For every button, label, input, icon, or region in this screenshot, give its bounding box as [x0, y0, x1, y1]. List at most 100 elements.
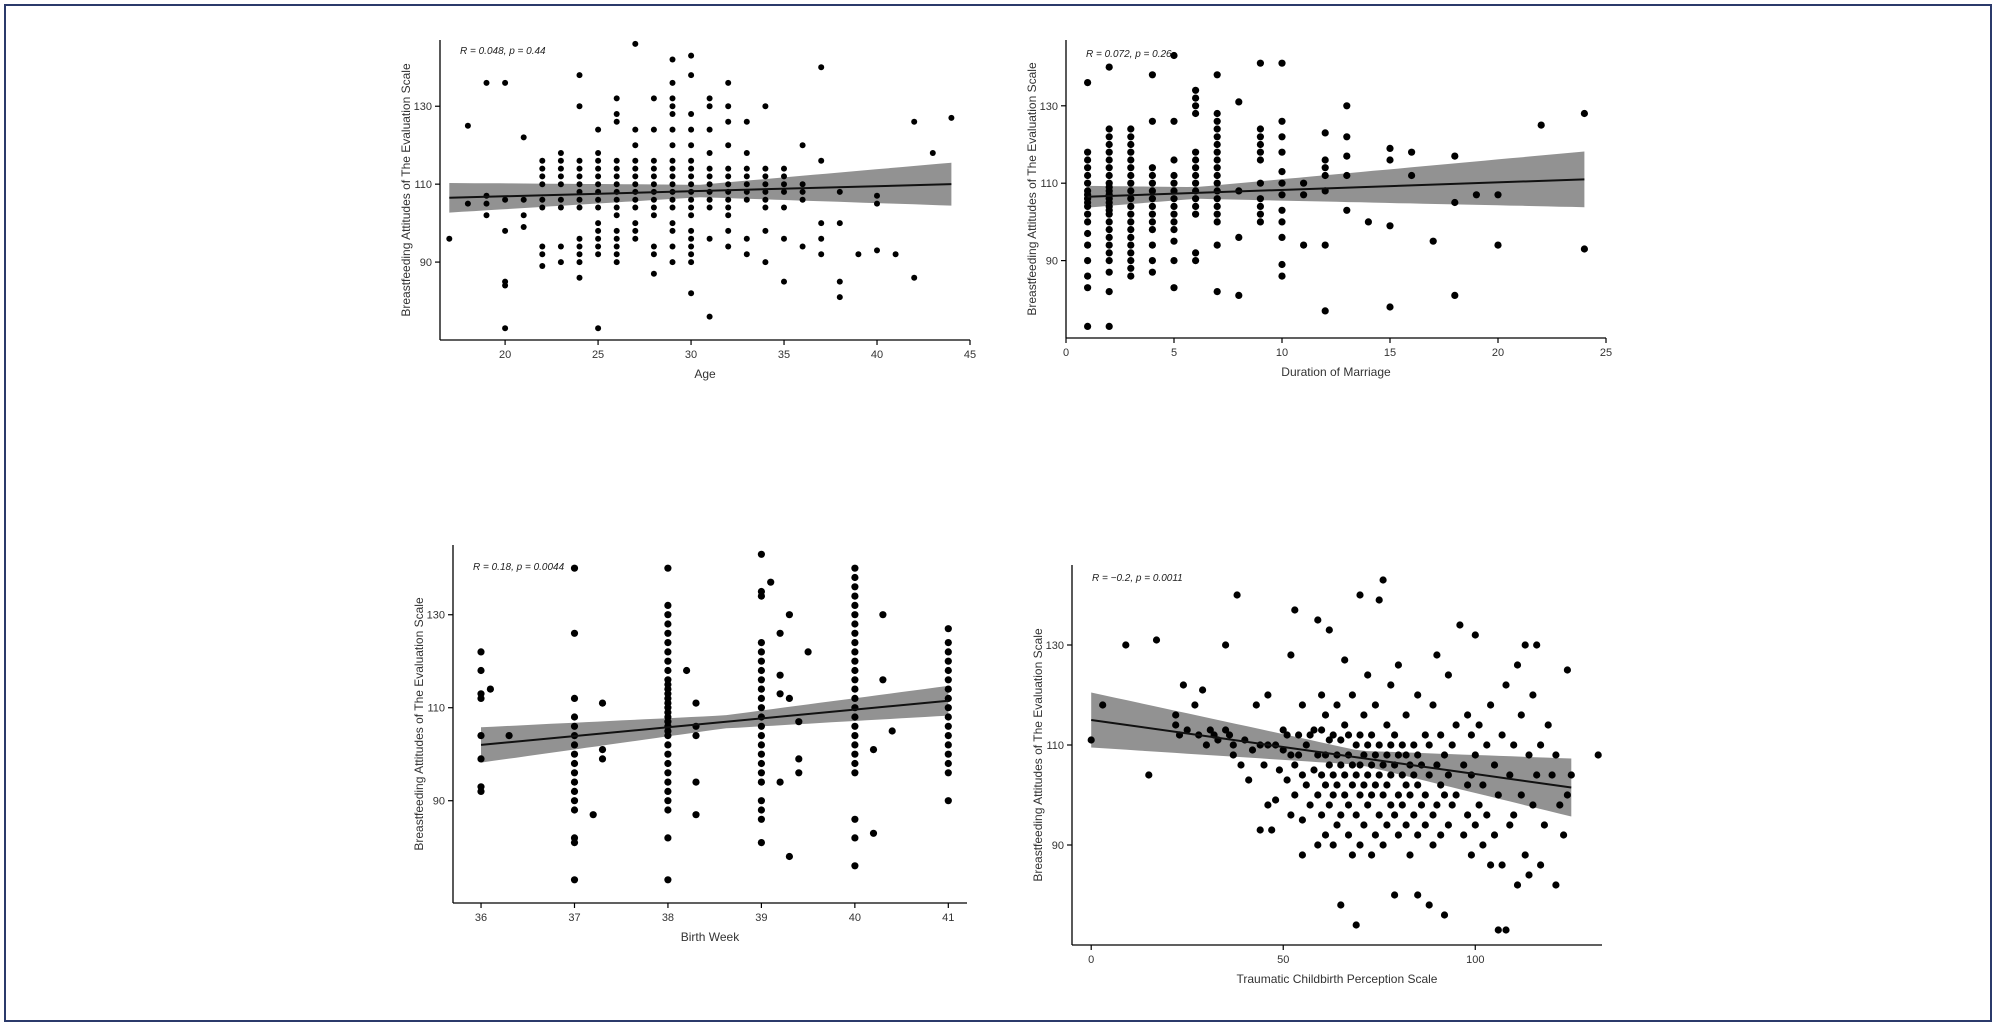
- data-point: [1494, 241, 1502, 249]
- data-point: [706, 126, 713, 133]
- data-point: [1127, 148, 1135, 156]
- scatter-panel-traumatic-childbirth: 0 50 100 90 110 130 Traumatic Childbirth Perce…: [1031, 565, 1602, 986]
- data-point: [1321, 781, 1330, 789]
- data-point: [1213, 71, 1221, 79]
- data-point: [776, 778, 784, 786]
- data-point: [669, 243, 676, 250]
- data-point: [669, 126, 676, 133]
- data-point: [1105, 233, 1113, 241]
- data-point: [1429, 701, 1437, 709]
- data-point: [1375, 771, 1383, 779]
- data-point: [1248, 746, 1257, 754]
- data-point: [1343, 152, 1351, 160]
- data-point: [688, 181, 695, 188]
- data-point: [1325, 626, 1333, 634]
- data-point: [576, 196, 583, 203]
- data-point: [1437, 781, 1445, 789]
- data-point: [650, 251, 657, 258]
- data-point: [683, 666, 691, 675]
- data-point: [1348, 691, 1356, 699]
- data-point: [874, 192, 880, 199]
- data-point: [869, 829, 878, 837]
- data-point: [851, 713, 859, 721]
- data-point: [944, 666, 952, 675]
- data-point: [613, 251, 620, 258]
- data-point: [570, 629, 579, 637]
- data-point: [1229, 741, 1237, 749]
- data-point: [762, 204, 769, 211]
- data-point: [1425, 901, 1433, 909]
- data-point: [1084, 79, 1092, 87]
- data-point: [1222, 726, 1230, 734]
- data-point: [725, 243, 732, 250]
- data-point: [1148, 164, 1156, 172]
- y-tick-label: 90: [1052, 840, 1064, 852]
- data-point: [944, 769, 952, 777]
- data-point: [1368, 851, 1376, 859]
- x-tick-label: 39: [755, 912, 767, 924]
- scatter-panel-age: 20 25 30 35 40 45 90 110 130 Age Breastfeeding Att…: [399, 40, 976, 381]
- data-point: [1560, 831, 1568, 839]
- data-point: [1348, 781, 1356, 789]
- data-point: [1084, 156, 1092, 164]
- data-point: [851, 694, 859, 702]
- data-point: [1580, 245, 1588, 253]
- data-point: [1391, 891, 1399, 899]
- data-point: [776, 671, 784, 679]
- data-point: [757, 797, 765, 805]
- data-point: [757, 815, 765, 823]
- data-point: [576, 274, 583, 281]
- data-point: [757, 769, 765, 777]
- data-point: [795, 769, 803, 777]
- data-point: [1352, 811, 1360, 819]
- data-point: [1127, 140, 1135, 149]
- data-point: [570, 694, 579, 702]
- data-point: [576, 243, 583, 250]
- data-point: [477, 666, 485, 675]
- data-point: [557, 165, 564, 172]
- data-point: [1498, 731, 1506, 739]
- data-point: [781, 188, 787, 195]
- data-point: [818, 251, 825, 258]
- x-tick-label: 40: [871, 349, 883, 361]
- data-point: [595, 204, 602, 211]
- y-axis-label: Breastfeeding Attitudes of The Evaluatio…: [412, 597, 426, 851]
- data-point: [757, 587, 765, 596]
- data-point: [664, 657, 672, 665]
- data-point: [539, 157, 546, 164]
- data-point: [1421, 731, 1429, 739]
- data-point: [1084, 322, 1092, 330]
- data-point: [1314, 791, 1322, 799]
- data-point: [799, 243, 806, 250]
- data-point: [1084, 257, 1092, 265]
- data-point: [1329, 791, 1337, 799]
- data-point: [1410, 771, 1418, 779]
- data-point: [1192, 156, 1200, 164]
- data-point: [1256, 218, 1264, 226]
- data-point: [1414, 781, 1422, 789]
- data-point: [851, 592, 859, 600]
- data-point: [1383, 821, 1391, 829]
- data-point: [502, 79, 509, 86]
- data-point: [944, 704, 952, 712]
- data-point: [1437, 831, 1445, 839]
- data-point: [650, 196, 657, 203]
- confidence-band: [449, 162, 952, 213]
- data-point: [1444, 771, 1452, 779]
- data-point: [1368, 731, 1376, 739]
- data-point: [1525, 871, 1533, 879]
- data-point: [664, 787, 672, 795]
- data-point: [1563, 791, 1571, 799]
- data-point: [1344, 801, 1353, 809]
- data-point: [1084, 171, 1092, 180]
- data-point: [692, 811, 700, 819]
- data-point: [1456, 621, 1464, 629]
- data-point: [1471, 751, 1479, 759]
- data-point: [1170, 195, 1178, 203]
- regression-line: [480, 699, 949, 746]
- data-point: [1540, 821, 1548, 829]
- data-point: [1256, 125, 1264, 133]
- data-point: [1594, 751, 1602, 759]
- data-point: [520, 212, 527, 219]
- data-point: [576, 103, 583, 110]
